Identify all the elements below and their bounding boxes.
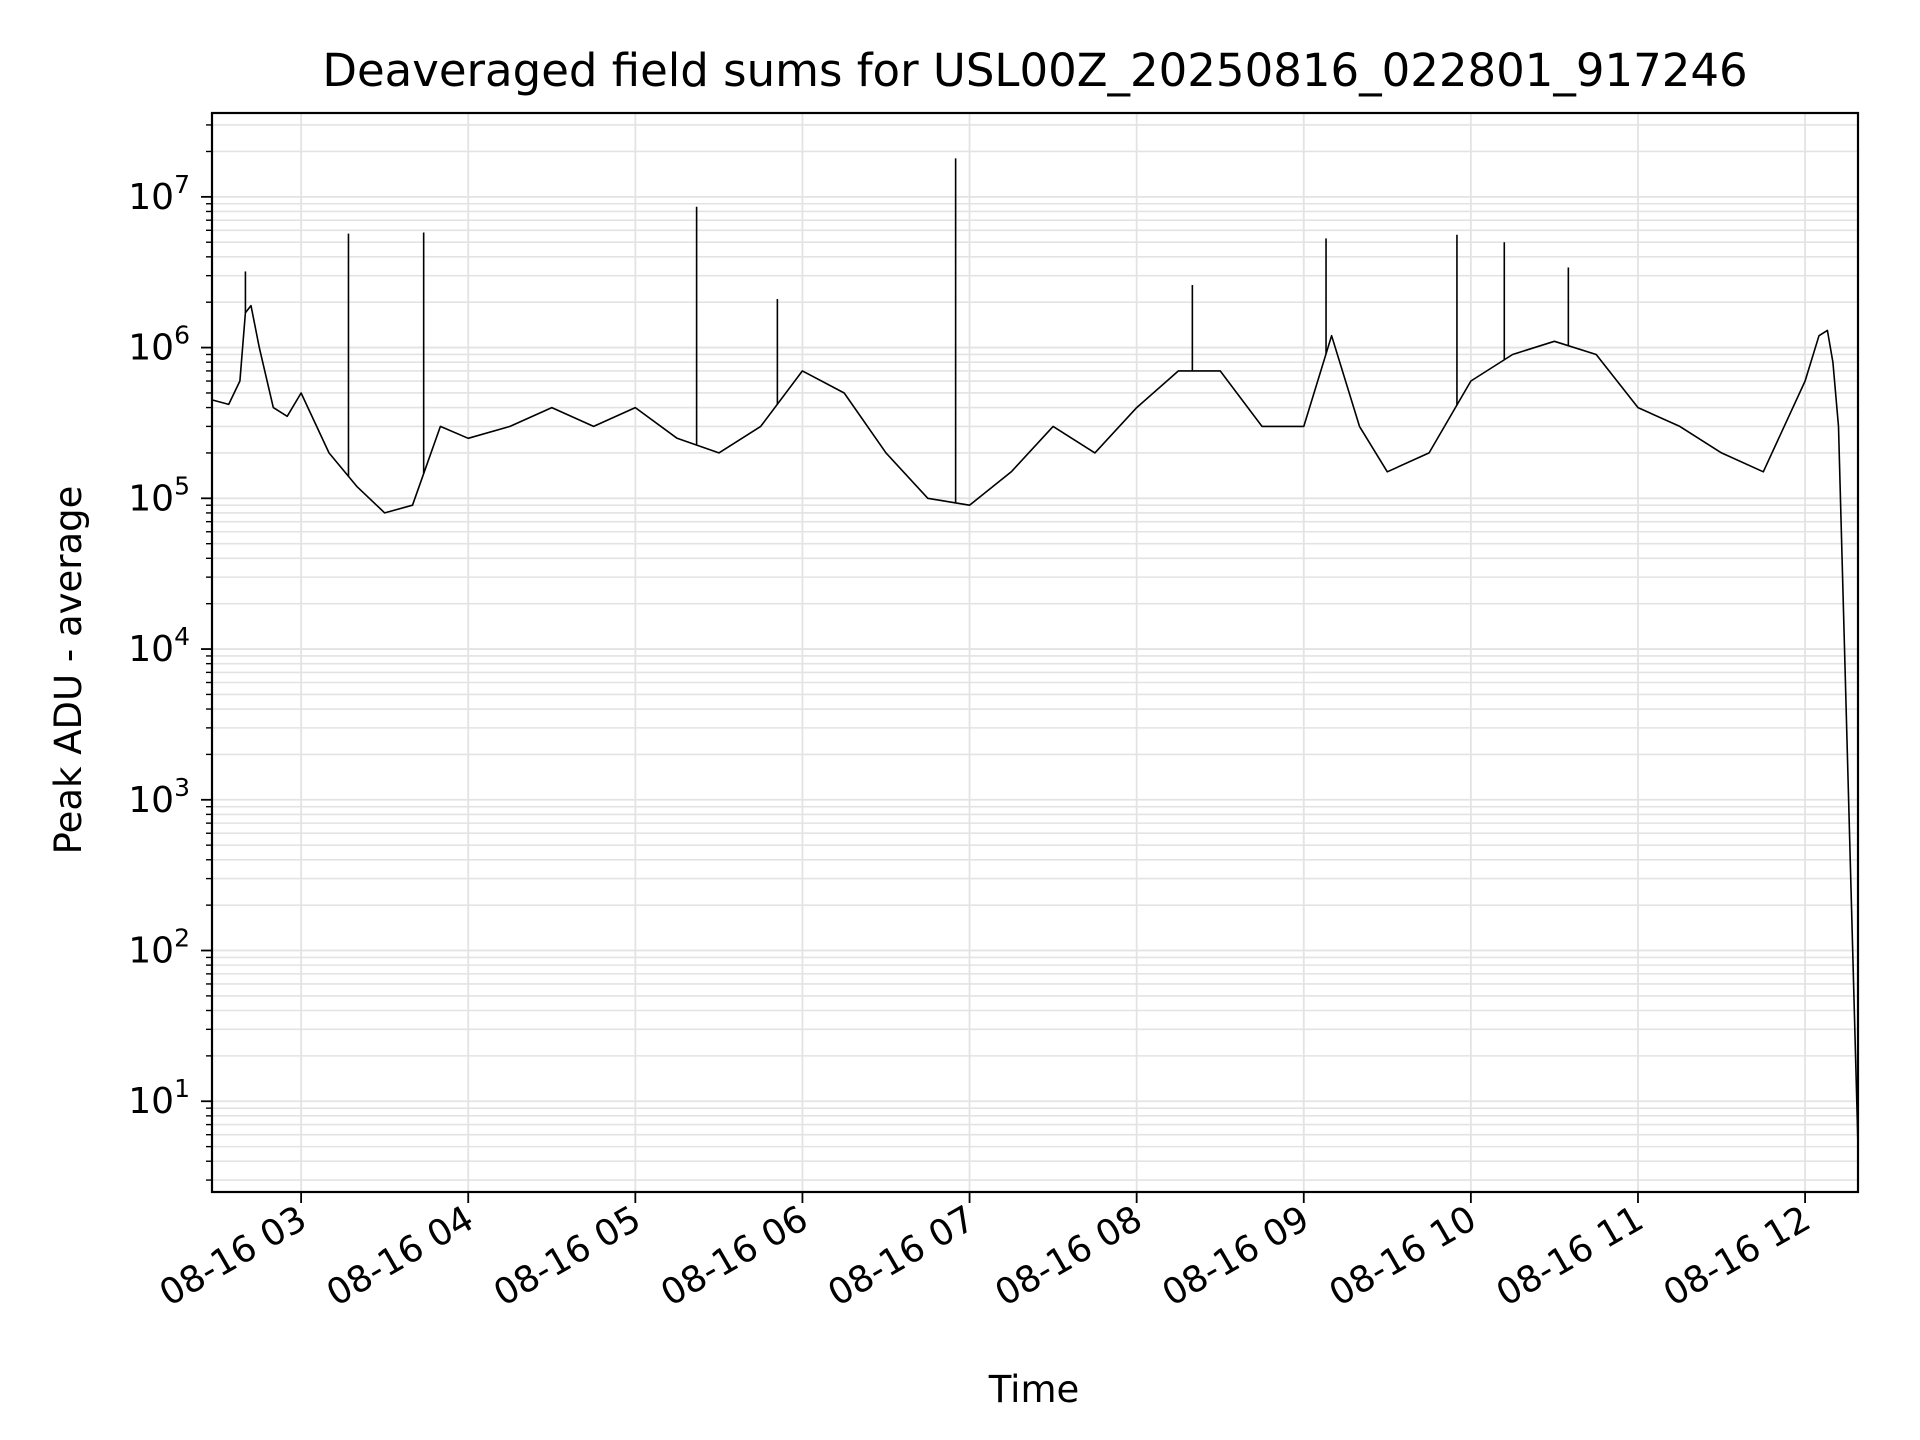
y-tick-label: 101 bbox=[128, 1074, 190, 1122]
axes-frame bbox=[210, 111, 1860, 1194]
y-tick-label: 102 bbox=[128, 924, 190, 972]
y-tick-label: 105 bbox=[128, 471, 190, 519]
y-tick-label: 106 bbox=[128, 321, 190, 369]
series-line bbox=[211, 304, 1859, 1147]
y-tick-label: 107 bbox=[128, 170, 190, 218]
chart-title: Deaveraged field sums for USL00Z_2025081… bbox=[322, 44, 1747, 97]
data-layer bbox=[211, 158, 1859, 1147]
y-tick-label: 103 bbox=[128, 773, 190, 821]
grid bbox=[212, 113, 1858, 1192]
y-tick-label: 104 bbox=[128, 622, 190, 670]
y-axis-label: Peak ADU - average bbox=[47, 486, 90, 855]
x-axis-label: Time bbox=[988, 1368, 1080, 1411]
